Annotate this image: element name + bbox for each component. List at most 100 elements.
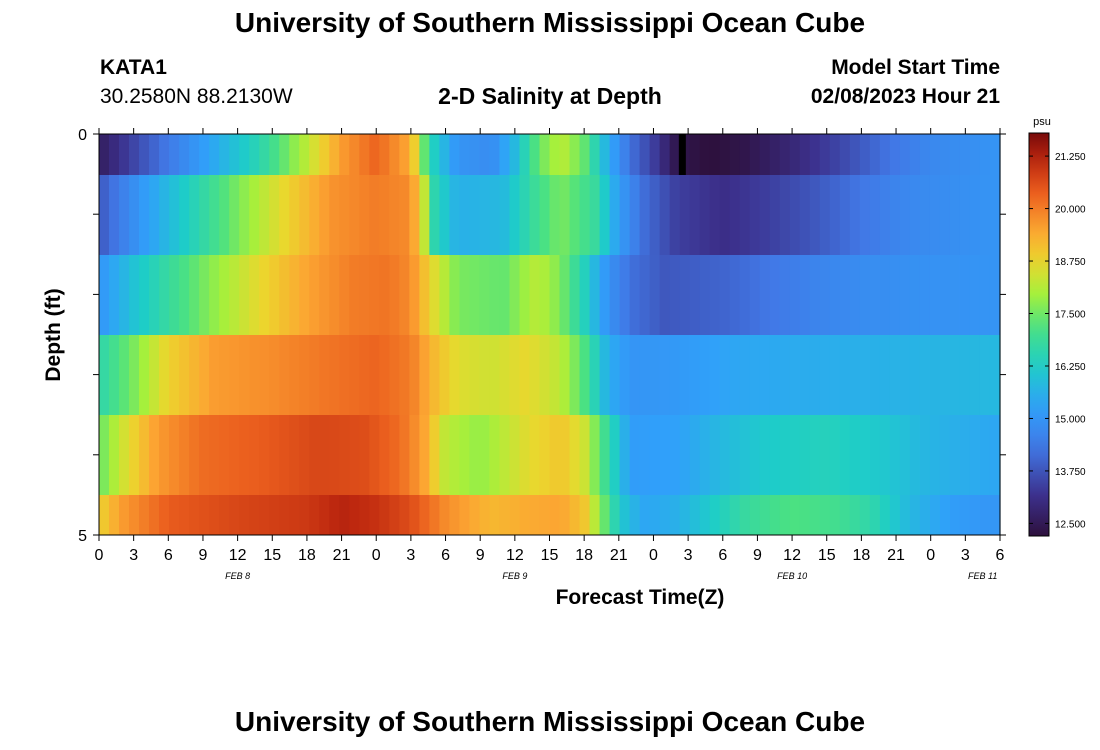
x-tick-label: 18	[852, 547, 870, 564]
heatmap-cell	[199, 134, 210, 175]
x-tick-label: 6	[718, 547, 727, 564]
heatmap-cell	[869, 335, 881, 415]
heatmap-cell	[509, 495, 521, 535]
heatmap-cell	[839, 495, 851, 535]
heatmap-cell	[969, 335, 981, 415]
heatmap-cell	[689, 175, 701, 255]
heatmap-cell	[99, 175, 110, 255]
heatmap-cell	[399, 134, 410, 175]
heatmap-cell	[949, 175, 961, 255]
marker-layer	[678, 134, 686, 175]
heatmap-cell	[909, 495, 921, 535]
heatmap-cell	[689, 255, 701, 335]
heatmap-cell	[329, 134, 340, 175]
heatmap-cell	[459, 255, 471, 335]
heatmap-cell	[519, 415, 531, 495]
heatmap-cell	[399, 495, 410, 535]
heatmap-cell	[369, 495, 380, 535]
x-tick-label: 18	[575, 547, 593, 564]
heatmap-cell	[609, 495, 621, 535]
heatmap-cell	[919, 255, 931, 335]
heatmap-cell	[619, 255, 631, 335]
heatmap-cell	[459, 415, 471, 495]
heatmap-cell	[569, 134, 581, 175]
heatmap-cell	[259, 415, 270, 495]
heatmap-cell	[579, 134, 591, 175]
heatmap-cell	[159, 335, 170, 415]
heatmap-cell	[99, 255, 110, 335]
heatmap-cell	[419, 495, 430, 535]
heatmap-cell	[349, 255, 360, 335]
heatmap-cell	[719, 415, 731, 495]
heatmap-cell	[759, 175, 771, 255]
x-tick-label: 0	[926, 547, 935, 564]
heatmap-cell	[239, 255, 250, 335]
heatmap-cell	[159, 175, 170, 255]
x-tick-label: 9	[476, 547, 485, 564]
heatmap-cell	[739, 175, 751, 255]
heatmap-cell	[309, 495, 320, 535]
heatmap-cell	[649, 335, 661, 415]
heatmap-cell	[259, 495, 270, 535]
heatmap-cell	[239, 175, 250, 255]
heatmap-cell	[689, 134, 701, 175]
heatmap-cell	[289, 134, 300, 175]
heatmap-cell	[179, 415, 190, 495]
x-tick-label: 6	[441, 547, 450, 564]
heatmap-cell	[169, 255, 180, 335]
heatmap-cell	[349, 134, 360, 175]
heatmap-cell	[209, 255, 220, 335]
heatmap-cell	[679, 175, 691, 255]
heatmap-cell	[509, 335, 521, 415]
heatmap-cell	[809, 415, 821, 495]
heatmap-cell	[609, 175, 621, 255]
heatmap-cell	[909, 255, 921, 335]
heatmap-cell	[839, 335, 851, 415]
heatmap-cell	[619, 495, 631, 535]
heatmap-cell	[869, 255, 881, 335]
heatmap-cell	[279, 134, 290, 175]
heatmap-cell	[659, 335, 671, 415]
heatmap-cell	[439, 335, 450, 415]
heatmap-cell	[499, 134, 511, 175]
heatmap-cell	[969, 255, 981, 335]
heatmap-cell	[859, 175, 871, 255]
heatmap-cell	[159, 495, 170, 535]
heatmap-cell	[239, 335, 250, 415]
heatmap-cell	[259, 335, 270, 415]
heatmap-cell	[689, 335, 701, 415]
heatmap-cell	[779, 175, 791, 255]
heatmap-cell	[689, 495, 701, 535]
heatmap-cell	[949, 255, 961, 335]
heatmap-cell	[709, 335, 721, 415]
heatmap-cell	[229, 134, 240, 175]
heatmap-cell	[149, 175, 160, 255]
heatmap-cell	[329, 495, 340, 535]
heatmap-cell	[969, 415, 981, 495]
heatmap-cell	[299, 495, 310, 535]
heatmap-cell	[699, 175, 711, 255]
heatmap-cell	[539, 415, 551, 495]
heatmap-cell	[359, 495, 370, 535]
heatmap-cell	[399, 175, 410, 255]
heatmap-cell	[959, 495, 971, 535]
colorbar-tick-label: 12.500	[1055, 519, 1086, 530]
x-tick-label: 0	[649, 547, 658, 564]
x-tick-label: 3	[961, 547, 970, 564]
heatmap-cell	[179, 134, 190, 175]
heatmap-cell	[809, 175, 821, 255]
heatmap-cell	[939, 335, 951, 415]
heatmap-cell	[929, 255, 941, 335]
heatmap-cell	[429, 335, 440, 415]
heatmap-cell	[599, 134, 611, 175]
heatmap-cell	[529, 495, 541, 535]
heatmap-cell	[329, 255, 340, 335]
heatmap-cell	[179, 255, 190, 335]
heatmap-cell	[819, 134, 831, 175]
heatmap-cell	[779, 415, 791, 495]
heatmap-cell	[349, 415, 360, 495]
heatmap-cell	[989, 255, 1001, 335]
heatmap-cell	[139, 175, 150, 255]
heatmap-cell	[359, 335, 370, 415]
heatmap-cell	[99, 335, 110, 415]
